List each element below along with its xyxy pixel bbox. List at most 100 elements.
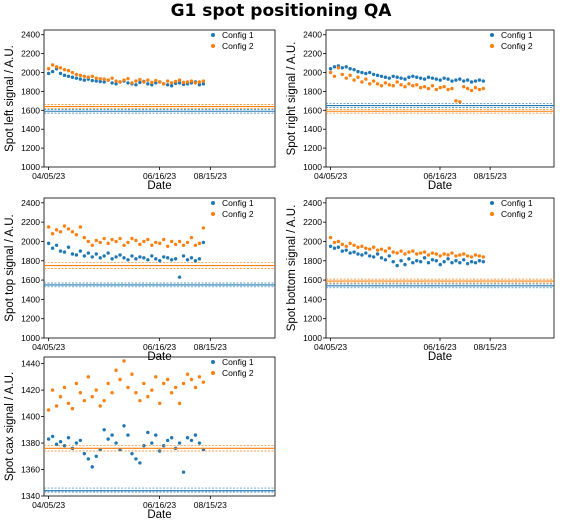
data-point <box>154 433 158 437</box>
data-point <box>473 260 478 265</box>
data-point <box>348 73 352 78</box>
y-tick-label: 1360 <box>21 465 40 475</box>
data-point <box>411 74 415 78</box>
data-point <box>364 77 368 81</box>
data-point <box>462 84 466 89</box>
data-point <box>336 245 341 249</box>
data-point <box>74 441 79 445</box>
y-tick-label: 1800 <box>303 86 322 96</box>
data-point <box>146 430 150 435</box>
data-point <box>62 443 67 448</box>
data-point <box>134 83 138 87</box>
data-point <box>94 238 98 243</box>
y-tick-label: 2400 <box>303 30 322 40</box>
data-point <box>118 80 122 84</box>
legend-label: Config 2 <box>222 368 254 378</box>
data-point <box>185 372 190 376</box>
data-point <box>90 78 94 83</box>
data-point <box>469 88 474 93</box>
plot-frame <box>325 197 555 339</box>
data-point <box>407 257 411 261</box>
data-point <box>118 236 122 241</box>
data-point <box>181 254 186 258</box>
y-tick-label: 1400 <box>21 294 40 304</box>
data-point <box>158 401 162 406</box>
data-point <box>201 240 206 245</box>
data-point <box>197 441 202 445</box>
data-point <box>82 398 87 403</box>
legend-marker <box>211 33 215 37</box>
data-point <box>165 377 170 382</box>
y-tick-label: 2400 <box>21 30 40 40</box>
y-tick-label: 1800 <box>303 256 322 266</box>
data-point <box>70 230 75 234</box>
data-point <box>465 254 470 258</box>
data-point <box>106 251 110 255</box>
y-tick-label: 2400 <box>21 198 40 208</box>
data-point <box>165 79 170 83</box>
chart-panel-right: 1000 1200 1400 1600 1800 2000 2200 2400 04/05/23… <box>286 29 555 192</box>
data-point <box>371 79 376 83</box>
data-point <box>189 235 194 240</box>
data-point <box>395 80 399 84</box>
data-point <box>78 77 83 81</box>
x-tick-label: 06/16/23 <box>143 342 176 352</box>
data-point <box>86 251 91 255</box>
data-point <box>78 249 83 253</box>
data-point <box>114 368 118 372</box>
data-point <box>126 258 130 262</box>
y-tick-label: 2200 <box>303 217 322 227</box>
data-point <box>169 436 174 440</box>
data-point <box>130 372 134 376</box>
data-point <box>446 253 450 257</box>
data-point <box>454 259 458 263</box>
data-point <box>62 224 67 228</box>
data-point <box>154 240 158 245</box>
y-tick-label: 1600 <box>21 275 40 285</box>
data-point <box>356 245 360 249</box>
data-point <box>165 83 170 87</box>
data-point <box>150 80 154 85</box>
x-tick-label: 06/16/23 <box>423 171 456 181</box>
y-tick-label: 1000 <box>21 333 40 343</box>
figure-title: G1 spot positioning QA <box>170 1 392 21</box>
chart-panel-left: 1000 1200 1400 1600 1800 2000 2200 2400 04/05/23… <box>4 29 276 192</box>
data-point <box>46 241 51 246</box>
y-tick-label: 1440 <box>21 359 40 369</box>
data-point <box>387 76 392 80</box>
data-point <box>50 69 55 74</box>
legend-label: Config 2 <box>501 209 533 219</box>
x-tick-label: 06/16/23 <box>143 500 176 510</box>
data-point <box>442 252 446 256</box>
data-point <box>150 83 154 87</box>
data-point <box>118 253 122 257</box>
data-point <box>110 237 114 242</box>
data-point <box>462 258 466 262</box>
data-point <box>426 75 431 79</box>
data-point <box>134 257 138 261</box>
data-point <box>391 74 395 78</box>
data-point <box>454 254 458 258</box>
series-2 <box>44 224 275 269</box>
legend-label: Config 1 <box>222 198 254 208</box>
data-point <box>348 251 352 255</box>
data-point <box>387 83 392 87</box>
data-point <box>54 442 59 447</box>
data-point <box>465 78 470 82</box>
chart-panel-top: 1000 1200 1400 1600 1800 2000 2200 2400 04/05/23… <box>4 197 276 363</box>
data-point <box>146 258 150 262</box>
data-point <box>142 239 146 244</box>
data-point <box>46 225 51 229</box>
chart-panel-cax: 1340 1360 1380 1400 1420 1440 04/05/23 06/16/23… <box>4 356 276 521</box>
data-point <box>375 252 380 256</box>
data-point <box>364 246 368 250</box>
data-point <box>332 74 337 78</box>
data-point <box>454 99 458 103</box>
y-tick-label: 2000 <box>303 68 322 78</box>
data-point <box>454 78 458 82</box>
y-tick-label: 1000 <box>21 162 40 172</box>
data-point <box>328 244 333 248</box>
data-point <box>193 433 198 437</box>
data-point <box>54 243 59 248</box>
data-point <box>379 256 384 260</box>
